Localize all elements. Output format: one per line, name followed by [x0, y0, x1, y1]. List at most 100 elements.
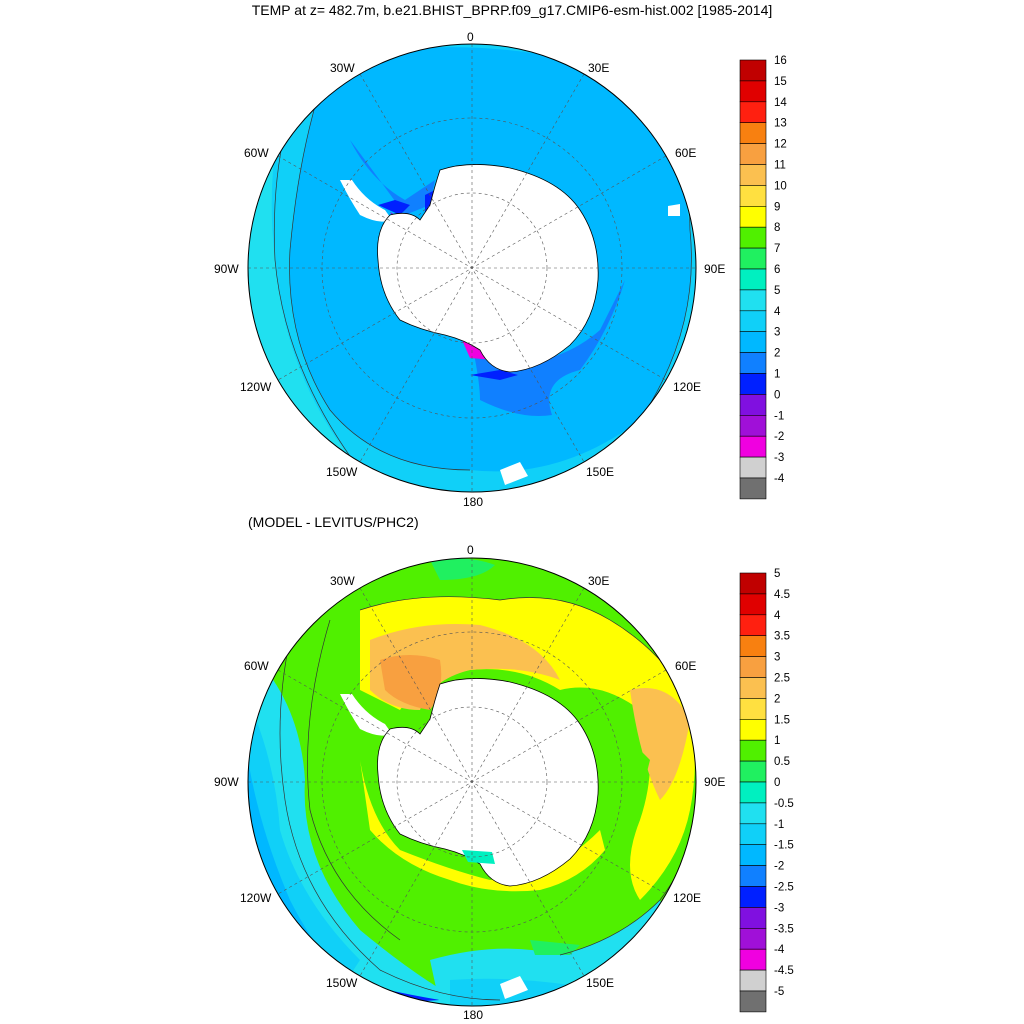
- top-lon-label-150w: 150W: [326, 465, 358, 479]
- bottom-colorbar-swatch: [739, 718, 767, 741]
- top-colorbar-tick-label: 14: [774, 97, 787, 109]
- bottom-colorbar-tick-label: 2.5: [774, 673, 790, 685]
- bottom-colorbar-swatch: [739, 614, 767, 636]
- bottom-colorbar-swatch: [739, 948, 767, 971]
- bottom-lon-label-90w: 90W: [214, 775, 239, 789]
- top-colorbar-swatch: [739, 185, 767, 207]
- top-colorbar-swatch: [739, 414, 767, 437]
- top-lon-label-120e: 120E: [673, 380, 702, 394]
- top-colorbar-swatch: [739, 59, 767, 82]
- bottom-colorbar-tick-label: 3: [774, 652, 780, 664]
- top-colorbar-tick-label: 16: [774, 55, 787, 67]
- top-colorbar-swatch: [739, 456, 767, 479]
- top-colorbar-swatch: [739, 164, 767, 186]
- bottom-colorbar-swatch: [739, 865, 767, 887]
- bottom-colorbar-tick-label: 1.5: [774, 714, 790, 726]
- bottom-lon-label-180: 180: [463, 1008, 484, 1022]
- top-colorbar-tick-label: 13: [774, 118, 787, 130]
- bottom-colorbar-swatch: [739, 781, 767, 804]
- bottom-colorbar-swatch: [739, 969, 767, 992]
- top-colorbar-tick-label: 10: [774, 180, 787, 192]
- top-colorbar-swatch: [739, 435, 767, 458]
- bottom-colorbar-tick-label: 5: [774, 568, 780, 580]
- top-colorbar-tick-label: 6: [774, 264, 780, 276]
- bottom-colorbar-swatch: [739, 927, 767, 950]
- bottom-lon-label-90e: 90E: [704, 775, 726, 789]
- top-colorbar-swatch: [739, 143, 767, 165]
- bottom-lon-label-120e: 120E: [673, 891, 702, 905]
- bottom-colorbar-swatch: [739, 907, 767, 929]
- top-colorbar-swatch: [739, 268, 767, 291]
- top-colorbar-tick-label: 5: [774, 285, 780, 297]
- top-colorbar-swatch: [739, 477, 767, 500]
- bottom-colorbar-tick-label: -1: [774, 819, 784, 831]
- bottom-colorbar-swatch: [739, 844, 767, 866]
- bottom-colorbar-swatch: [739, 823, 767, 845]
- bottom-difference-map: [247, 557, 697, 1007]
- bottom-lon-label-0: 0: [467, 543, 474, 557]
- bottom-colorbar-tick-label: -5: [774, 986, 784, 998]
- bottom-colorbar-tick-label: 0.5: [774, 756, 790, 768]
- bottom-colorbar-swatch: [739, 760, 767, 783]
- bottom-colorbar-tick-label: -1.5: [774, 840, 794, 852]
- bottom-colorbar-tick-label: -0.5: [774, 798, 794, 810]
- bottom-colorbar-tick-label: 4.5: [774, 589, 790, 601]
- bottom-colorbar-tick-label: 2: [774, 693, 780, 705]
- bottom-lon-label-30e: 30E: [588, 574, 610, 588]
- top-colorbar-swatch: [739, 352, 767, 374]
- top-colorbar-swatch: [739, 289, 767, 312]
- top-lon-label-60e: 60E: [675, 146, 697, 160]
- top-colorbar-tick-label: 9: [774, 201, 780, 213]
- bottom-lon-label-60w: 60W: [244, 659, 269, 673]
- bottom-colorbar-swatch: [739, 698, 767, 720]
- top-lon-label-150e: 150E: [586, 465, 615, 479]
- top-colorbar-tick-label: 12: [774, 139, 787, 151]
- bottom-colorbar-tick-label: -2.5: [774, 882, 794, 894]
- top-temperature-map: [247, 43, 697, 493]
- bottom-colorbar-tick-label: 4: [774, 610, 781, 622]
- top-lon-label-90w: 90W: [214, 262, 239, 276]
- bottom-colorbar-swatch: [739, 635, 767, 657]
- bottom-colorbar-swatch: [739, 593, 767, 616]
- bottom-colorbar-tick-label: -3: [774, 902, 784, 914]
- top-colorbar-tick-label: 3: [774, 327, 780, 339]
- top-lon-label-30e: 30E: [588, 61, 610, 75]
- top-colorbar-swatch: [739, 310, 767, 332]
- top-colorbar-tick-label: 0: [774, 389, 780, 401]
- top-colorbar-tick-label: 4: [774, 306, 781, 318]
- bottom-lon-label-120w: 120W: [240, 891, 272, 905]
- bottom-colorbar-tick-label: 3.5: [774, 631, 790, 643]
- top-colorbar-tick-label: -2: [774, 431, 784, 443]
- top-lon-label-90e: 90E: [704, 262, 726, 276]
- bottom-colorbar-swatch: [739, 990, 767, 1013]
- bottom-colorbar-swatch: [739, 572, 767, 595]
- top-colorbar-swatch: [739, 373, 767, 395]
- top-colorbar-swatch: [739, 331, 767, 353]
- bottom-lon-label-30w: 30W: [330, 574, 355, 588]
- top-colorbar-swatch: [739, 80, 767, 103]
- top-colorbar-tick-label: 1: [774, 369, 780, 381]
- bottom-colorbar-swatch: [739, 802, 767, 825]
- top-colorbar-tick-label: -4: [774, 473, 785, 485]
- top-colorbar-swatch: [739, 101, 767, 124]
- bottom-lon-label-150w: 150W: [326, 976, 358, 990]
- top-lon-label-0: 0: [467, 30, 474, 44]
- top-colorbar-tick-label: -1: [774, 410, 784, 422]
- bottom-colorbar: 5 4.5 4 3.5 3 2.5 2 1.5 1 0.5 0 -0.5 -1 -1.5 -2 -2.5 -3 -…: [739, 568, 794, 1013]
- top-lon-label-180: 180: [463, 495, 484, 509]
- top-colorbar-tick-label: 7: [774, 243, 780, 255]
- bottom-lon-label-60e: 60E: [675, 659, 697, 673]
- bottom-colorbar-swatch: [739, 677, 767, 699]
- top-lon-label-60w: 60W: [244, 146, 269, 160]
- top-colorbar-swatch: [739, 206, 767, 228]
- top-lon-label-30w: 30W: [330, 61, 355, 75]
- difference-subtitle: (MODEL - LEVITUS/PHC2): [248, 514, 419, 530]
- bottom-colorbar-swatch: [739, 886, 767, 908]
- top-colorbar-tick-label: 2: [774, 348, 780, 360]
- top-colorbar-tick-label: 15: [774, 76, 787, 88]
- bottom-colorbar-tick-label: 1: [774, 735, 780, 747]
- bottom-colorbar-swatch: [739, 739, 767, 762]
- top-colorbar-swatch: [739, 394, 767, 416]
